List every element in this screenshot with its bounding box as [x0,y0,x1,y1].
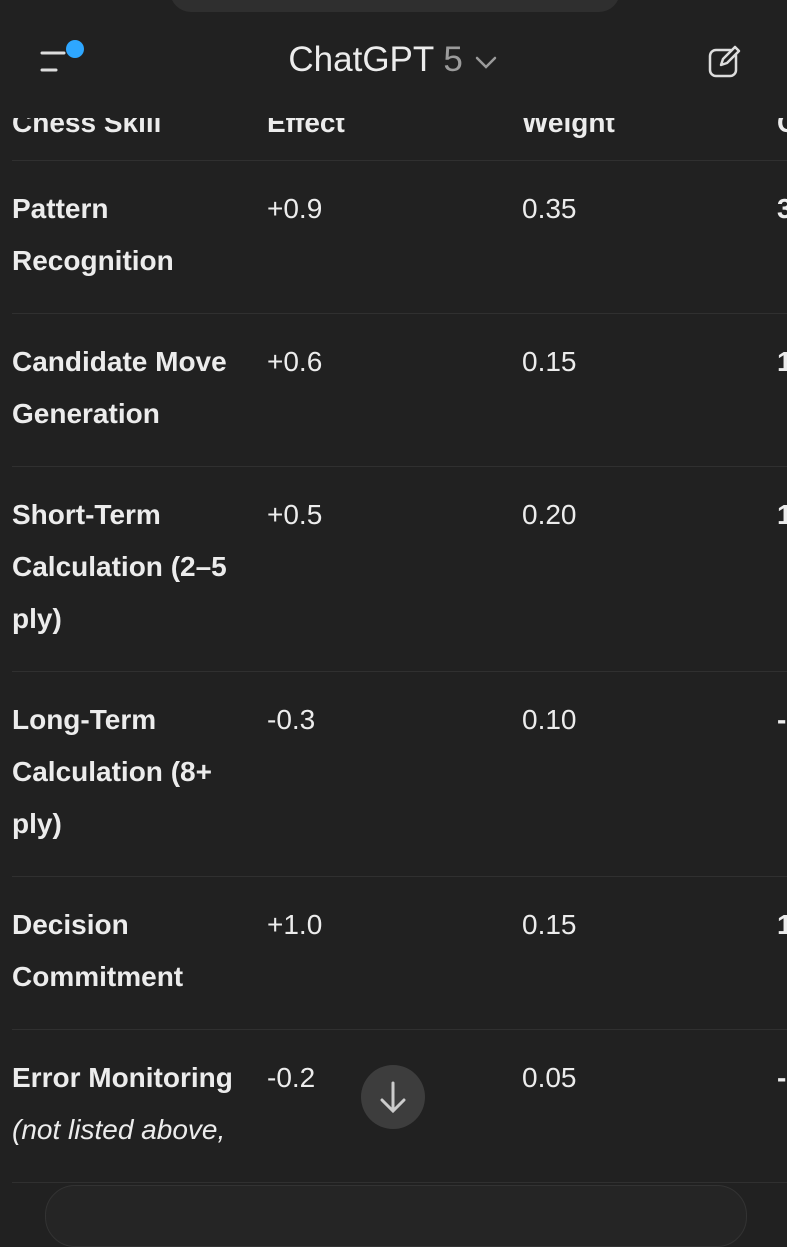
skill-cell: Pattern Recognition [12,160,267,314]
skill-table: Chess SkillEffectWeightContribution (pts… [12,97,787,1183]
contribution-cell: 111.20 [777,466,787,672]
table-row: Candidate Move Generation +0.60.15100.08 [12,313,787,467]
skill-cell: Candidate Move Generation [12,313,267,467]
weight-cell: 0.15 [522,313,777,467]
column-header-text: Contribution (pts) [777,97,787,149]
skill-name: Error Monitoring [12,1062,233,1093]
weight-cell: 0.05 [522,1029,777,1183]
table-row: Error Monitoring (not listed above, -0.2 0.… [12,1029,787,1183]
top-bar: ChatGPT 5 [0,0,787,118]
skill-wrap: Candidate Move Generation [12,336,267,440]
skill-wrap: Pattern Recognition [12,183,267,287]
table-row: Long-Term Calculation (8+ ply) -0.30.10-3… [12,671,787,877]
skill-wrap: Short-Term Calculation (2–5 ply) [12,489,267,645]
arrow-down-icon [380,1081,406,1114]
contribution-cell: -11.12 [777,1029,787,1183]
model-selector[interactable]: ChatGPT 5 [0,38,787,82]
menu-button[interactable] [38,38,88,78]
table-row: Decision Commitment +1.00.15166.80 [12,876,787,1030]
skill-wrap: Error Monitoring (not listed above, [12,1052,267,1156]
app-title: ChatGPT [288,40,434,79]
contribution-cell: 350.28 [777,160,787,314]
table-body: Pattern Recognition+0.90.35350.28Candida… [12,160,787,1183]
contribution-cell: 166.80 [777,876,787,1030]
message-area: Chess SkillEffectWeightContribution (pts… [12,97,787,1183]
contribution-cell: 100.08 [777,313,787,467]
weight-cell: 0.20 [522,466,777,672]
weight-cell: 0.15 [522,876,777,1030]
column-header: Contribution (pts) [777,97,787,161]
skill-name: Long-Term Calculation (8+ ply) [12,704,212,839]
new-chat-button[interactable] [704,42,744,82]
skill-name: Candidate Move Generation [12,346,227,429]
chevron-icon [475,56,496,69]
model-version: 5 [443,40,463,79]
scroll-down-button[interactable] [361,1065,425,1129]
weight-cell: 0.35 [522,160,777,314]
skill-name: Decision Commitment [12,909,184,992]
skill-wrap: Long-Term Calculation (8+ ply) [12,694,267,850]
weight-cell: 0.10 [522,671,777,877]
effect-cell: +0.9 [267,160,522,314]
table-row: Pattern Recognition +0.90.35350.28 [12,160,787,314]
contribution-cell: -33.36 [777,671,787,877]
skill-name: Pattern Recognition [12,193,174,276]
skill-wrap: Decision Commitment [12,899,267,1003]
skill-cell: Long-Term Calculation (8+ ply) [12,671,267,877]
effect-cell: +1.0 [267,876,522,1030]
effect-cell: -0.3 [267,671,522,877]
skill-note: (not listed above, [12,1114,226,1145]
skill-name: Short-Term Calculation (2–5 ply) [12,499,227,634]
table-row: Short-Term Calculation (2–5 ply) +0.5 0.20… [12,466,787,672]
skill-cell: Error Monitoring (not listed above, [12,1029,267,1183]
composer[interactable] [45,1185,747,1247]
effect-cell: +0.5 [267,466,522,672]
notch-pill [170,0,620,12]
skill-cell: Decision Commitment [12,876,267,1030]
effect-cell: +0.6 [267,313,522,467]
skill-cell: Short-Term Calculation (2–5 ply) [12,466,267,672]
